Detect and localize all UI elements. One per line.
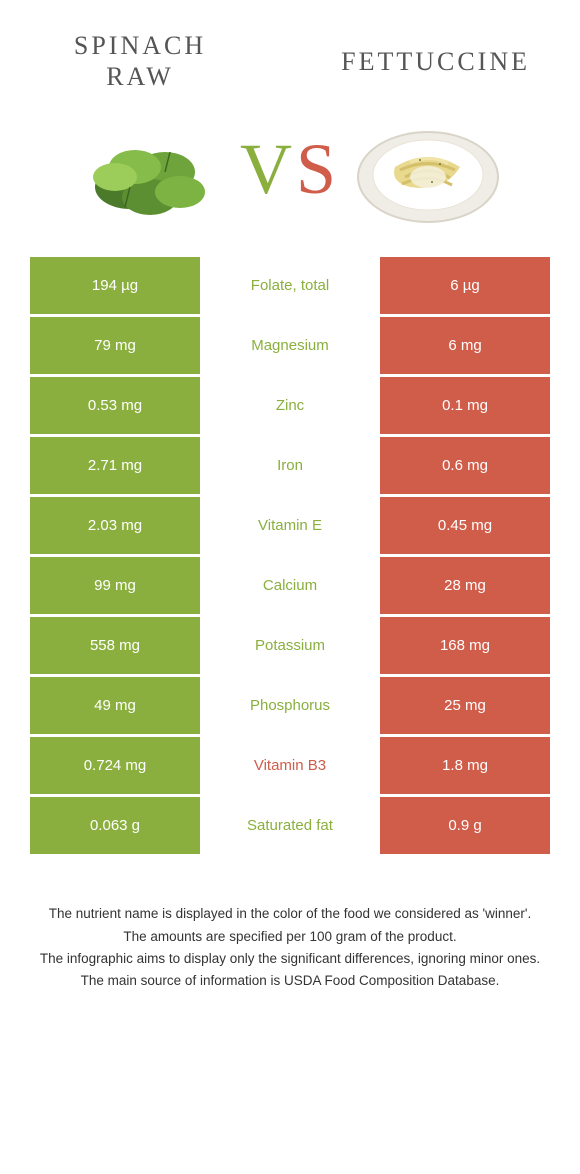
cell-left-value: 0.063 g	[30, 797, 200, 854]
cell-right-value: 0.45 mg	[380, 497, 550, 554]
footer-line: The amounts are specified per 100 gram o…	[30, 927, 550, 947]
cell-left-value: 558 mg	[30, 617, 200, 674]
header: Spinach raw Fettuccine	[0, 0, 580, 102]
food-title-left-line2: raw	[106, 62, 174, 91]
table-row: 0.724 mgVitamin B31.8 mg	[30, 737, 550, 794]
cell-nutrient-name: Folate, total	[200, 257, 380, 314]
cell-nutrient-name: Vitamin B3	[200, 737, 380, 794]
vs-row: VS	[0, 102, 580, 257]
cell-left-value: 79 mg	[30, 317, 200, 374]
cell-left-value: 99 mg	[30, 557, 200, 614]
cell-right-value: 168 mg	[380, 617, 550, 674]
cell-right-value: 0.6 mg	[380, 437, 550, 494]
fettuccine-icon	[350, 112, 505, 227]
food-image-left	[75, 112, 230, 227]
spinach-icon	[75, 112, 230, 227]
table-row: 99 mgCalcium28 mg	[30, 557, 550, 614]
table-row: 79 mgMagnesium6 mg	[30, 317, 550, 374]
food-title-left-line1: Spinach	[74, 31, 206, 60]
footer-line: The nutrient name is displayed in the co…	[30, 904, 550, 924]
footer: The nutrient name is displayed in the co…	[30, 904, 550, 991]
cell-left-value: 2.71 mg	[30, 437, 200, 494]
cell-nutrient-name: Potassium	[200, 617, 380, 674]
cell-left-value: 2.03 mg	[30, 497, 200, 554]
cell-right-value: 28 mg	[380, 557, 550, 614]
cell-nutrient-name: Phosphorus	[200, 677, 380, 734]
cell-right-value: 0.9 g	[380, 797, 550, 854]
table-row: 2.71 mgIron0.6 mg	[30, 437, 550, 494]
cell-nutrient-name: Calcium	[200, 557, 380, 614]
food-title-right: Fettuccine	[310, 46, 530, 77]
cell-right-value: 6 mg	[380, 317, 550, 374]
cell-nutrient-name: Vitamin E	[200, 497, 380, 554]
cell-nutrient-name: Saturated fat	[200, 797, 380, 854]
footer-line: The main source of information is USDA F…	[30, 971, 550, 991]
cell-right-value: 1.8 mg	[380, 737, 550, 794]
food-title-right-line1: Fettuccine	[341, 47, 530, 76]
cell-right-value: 6 µg	[380, 257, 550, 314]
nutrient-table: 194 µgFolate, total6 µg79 mgMagnesium6 m…	[30, 257, 550, 854]
cell-nutrient-name: Magnesium	[200, 317, 380, 374]
table-row: 558 mgPotassium168 mg	[30, 617, 550, 674]
cell-nutrient-name: Iron	[200, 437, 380, 494]
cell-right-value: 0.1 mg	[380, 377, 550, 434]
food-title-left: Spinach raw	[50, 30, 230, 92]
cell-nutrient-name: Zinc	[200, 377, 380, 434]
table-row: 2.03 mgVitamin E0.45 mg	[30, 497, 550, 554]
cell-right-value: 25 mg	[380, 677, 550, 734]
vs-v: V	[240, 128, 296, 211]
table-row: 49 mgPhosphorus25 mg	[30, 677, 550, 734]
cell-left-value: 0.724 mg	[30, 737, 200, 794]
vs-s: S	[296, 128, 340, 211]
table-row: 194 µgFolate, total6 µg	[30, 257, 550, 314]
table-row: 0.53 mgZinc0.1 mg	[30, 377, 550, 434]
footer-line: The infographic aims to display only the…	[30, 949, 550, 969]
food-image-right	[350, 112, 505, 227]
cell-left-value: 49 mg	[30, 677, 200, 734]
cell-left-value: 0.53 mg	[30, 377, 200, 434]
cell-left-value: 194 µg	[30, 257, 200, 314]
table-row: 0.063 gSaturated fat0.9 g	[30, 797, 550, 854]
vs-label: VS	[240, 128, 340, 211]
